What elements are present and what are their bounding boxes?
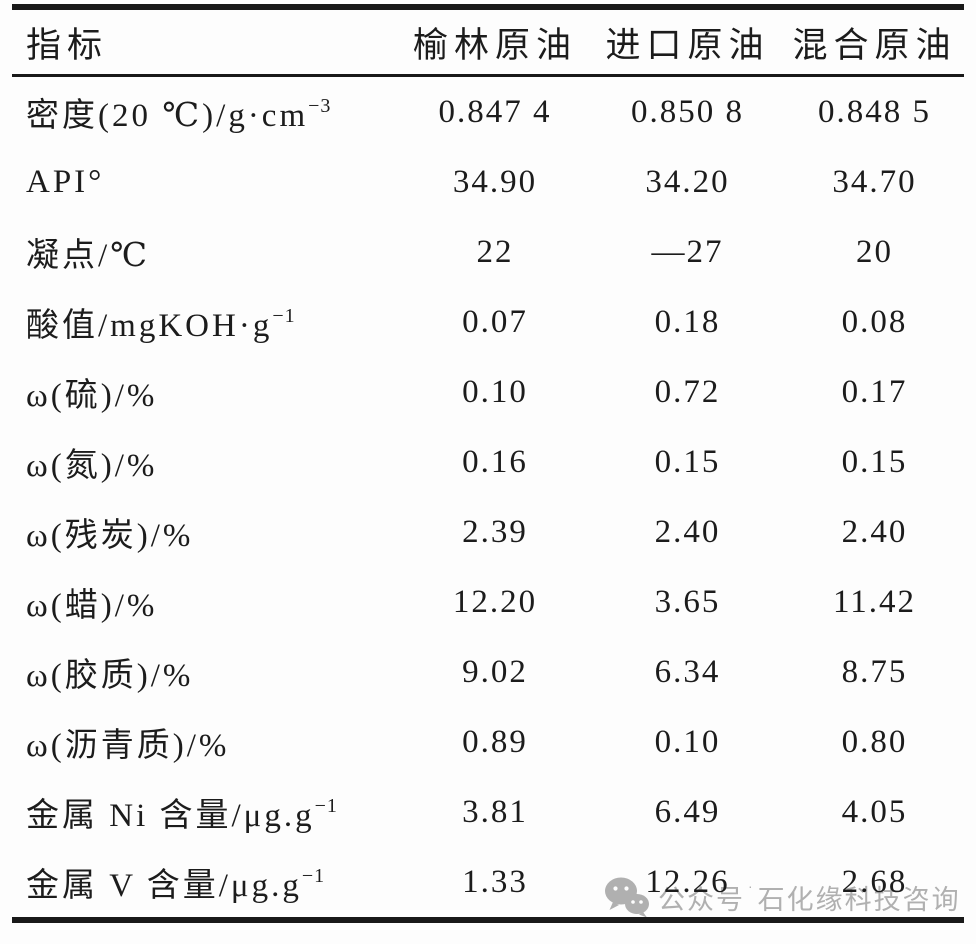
value-cell: 0.16 xyxy=(462,443,528,480)
wechat-icon xyxy=(605,877,649,918)
value-cell: 34.90 xyxy=(452,163,538,200)
row-label-sup: −1 xyxy=(272,305,296,327)
value-cell: 2.40 xyxy=(654,513,721,550)
table-row: 金属 Ni 含量/μg.g−1 3.81 6.49 4.05 xyxy=(12,777,964,847)
value-cell: 0.850 8 xyxy=(631,93,744,130)
row-label-sup: −1 xyxy=(314,795,338,817)
value-cell: 6.49 xyxy=(654,793,721,830)
header-col-yulin-crude: 榆林原油 xyxy=(400,7,590,77)
value-cell: 0.89 xyxy=(462,723,528,760)
row-label-sup: −3 xyxy=(308,95,332,117)
watermark-account-label: 公众号 xyxy=(658,884,745,915)
row-label-text: ω(硫)/% xyxy=(26,378,158,414)
value-cell: 2.40 xyxy=(841,513,908,550)
value-cell: 12.26 xyxy=(645,863,730,900)
row-label: 酸值/mgKOH·g−1 xyxy=(12,287,400,357)
row-label-text: ω(残炭)/% xyxy=(26,518,194,554)
value-cell: 0.08 xyxy=(841,303,908,340)
table-row: 密度(20 ℃)/g·cm−3 0.847 4 0.850 8 0.848 5 xyxy=(12,76,964,148)
row-label: 凝点/℃ xyxy=(12,217,400,287)
value-cell: 0.80 xyxy=(841,723,908,760)
row-label: ω(沥青质)/% xyxy=(12,707,400,777)
row-label-text: API° xyxy=(26,163,105,200)
row-label: API° xyxy=(12,147,400,217)
value-cell: 1.33 xyxy=(462,863,528,900)
value-cell: 3.81 xyxy=(462,793,528,830)
row-label-text: 金属 Ni 含量/μg.g xyxy=(26,798,315,834)
table-row: API° 34.90 34.20 34.70 xyxy=(12,147,964,217)
row-label: ω(蜡)/% xyxy=(12,567,400,637)
value-cell: —27 xyxy=(651,233,724,270)
value-cell: 2.68 xyxy=(841,863,908,900)
row-label: ω(残炭)/% xyxy=(12,497,400,567)
row-label: 金属 V 含量/μg.g−1 xyxy=(12,847,400,920)
header-indicator: 指标 xyxy=(12,7,400,77)
table-row: ω(残炭)/% 2.39 2.40 2.40 xyxy=(12,497,964,567)
table-row: ω(蜡)/% 12.20 3.65 11.42 xyxy=(12,567,964,637)
value-cell: 0.847 4 xyxy=(438,93,552,130)
table-row: 凝点/℃ 22 —27 20 xyxy=(12,217,964,287)
header-row: 指标 榆林原油 进口原油 混合原油 xyxy=(12,7,964,77)
value-cell: 0.15 xyxy=(654,443,721,480)
value-cell: 0.10 xyxy=(462,373,528,410)
value-cell: 34.70 xyxy=(832,163,917,200)
row-label-text: ω(氮)/% xyxy=(26,448,158,484)
row-label-text: 凝点/℃ xyxy=(26,238,151,274)
table-row: ω(硫)/% 0.10 0.72 0.17 xyxy=(12,357,964,427)
value-cell: 34.20 xyxy=(645,163,730,200)
value-cell: 22 xyxy=(476,233,514,270)
value-cell: 8.75 xyxy=(841,653,908,690)
row-label: 金属 Ni 含量/μg.g−1 xyxy=(12,777,400,847)
table-row: 酸值/mgKOH·g−1 0.07 0.18 0.08 xyxy=(12,287,964,357)
value-cell: 4.05 xyxy=(841,793,908,830)
header-col-imported-crude: 进口原油 xyxy=(590,7,785,77)
watermark-separator: · xyxy=(748,878,755,894)
value-cell: 0.18 xyxy=(654,303,721,340)
value-cell: 0.15 xyxy=(841,443,908,480)
row-label-text: ω(蜡)/% xyxy=(26,588,158,624)
row-label-text: ω(胶质)/% xyxy=(26,658,194,694)
value-cell: 0.10 xyxy=(654,723,721,760)
value-cell: 11.42 xyxy=(832,583,917,620)
value-cell: 6.34 xyxy=(654,653,721,690)
value-cell: 9.02 xyxy=(462,653,528,690)
row-label: ω(硫)/% xyxy=(12,357,400,427)
table-row: ω(胶质)/% 9.02 6.34 8.75 xyxy=(12,637,964,707)
row-label-text: 密度(20 ℃)/g·cm xyxy=(26,98,309,134)
value-cell: 0.72 xyxy=(654,373,721,410)
value-cell: 0.17 xyxy=(841,373,908,410)
value-cell: 20 xyxy=(856,233,893,270)
row-label: ω(氮)/% xyxy=(12,427,400,497)
crude-oil-properties-table: 指标 榆林原油 进口原油 混合原油 密度(20 ℃)/g·cm−3 0.847 … xyxy=(12,4,964,923)
table-row: 金属 V 含量/μg.g−1 1.33 12.26 2.68 xyxy=(12,847,964,920)
row-label-sup: −1 xyxy=(301,865,326,887)
header-col-blended-crude: 混合原油 xyxy=(785,7,964,77)
row-label: ω(胶质)/% xyxy=(12,637,400,707)
row-label-text: 金属 V 含量/μg.g xyxy=(26,868,302,904)
watermark: 公众号 · 石化缘科技咨询 xyxy=(604,876,961,918)
row-label: 密度(20 ℃)/g·cm−3 xyxy=(12,76,400,148)
value-cell: 12.20 xyxy=(452,583,538,620)
table-row: ω(氮)/% 0.16 0.15 0.15 xyxy=(12,427,964,497)
watermark-account-name: 石化缘科技咨询 xyxy=(757,884,961,915)
value-cell: 0.848 5 xyxy=(818,93,931,130)
table-row: ω(沥青质)/% 0.89 0.10 0.80 xyxy=(12,707,964,777)
row-label-text: ω(沥青质)/% xyxy=(26,728,230,764)
row-label-text: 酸值/mgKOH·g xyxy=(26,308,273,344)
value-cell: 3.65 xyxy=(654,583,721,620)
value-cell: 0.07 xyxy=(462,303,528,340)
value-cell: 2.39 xyxy=(462,513,528,550)
